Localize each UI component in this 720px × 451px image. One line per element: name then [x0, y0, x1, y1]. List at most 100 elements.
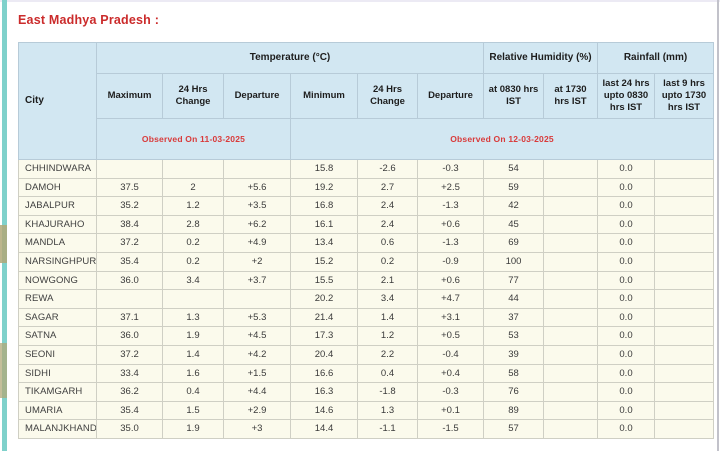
value-cell: 1.5 [162, 400, 224, 421]
value-cell: 0.0 [597, 270, 655, 291]
value-cell: 39 [483, 344, 544, 365]
value-cell: +0.6 [417, 214, 484, 235]
value-cell [543, 177, 598, 198]
value-cell: 37.1 [96, 307, 163, 328]
value-cell: 1.2 [357, 326, 418, 346]
value-cell: +0.1 [417, 400, 484, 421]
value-cell: 0.0 [597, 214, 655, 235]
value-cell: +3.1 [417, 307, 484, 328]
value-cell: +3.7 [223, 270, 291, 291]
city-cell: SIDHI [18, 363, 97, 384]
value-cell [543, 307, 598, 328]
page-right-edge [717, 0, 719, 451]
value-cell: +4.4 [223, 382, 291, 402]
value-cell: +4.7 [417, 289, 484, 309]
observed-on-11-03-note: Observed On 11-03-2025 [96, 118, 291, 160]
table-row: TIKAMGARH 36.2 0.4 +4.4 16.3 -1.8 -0.3 76 0.0 [18, 382, 714, 402]
value-cell: +6.2 [223, 214, 291, 235]
value-cell: +1.5 [223, 363, 291, 384]
value-cell: 53 [483, 326, 544, 346]
value-cell [543, 251, 598, 272]
value-cell: 0.0 [597, 196, 655, 216]
value-cell: 37.5 [96, 177, 163, 198]
value-cell: 35.2 [96, 196, 163, 216]
value-cell: 3.4 [357, 289, 418, 309]
value-cell: 0.4 [162, 382, 224, 402]
value-cell: 2.8 [162, 214, 224, 235]
value-cell: 35.4 [96, 251, 163, 272]
value-cell: 54 [483, 159, 544, 179]
value-cell: -0.3 [417, 159, 484, 179]
city-cell: SATNA [18, 326, 97, 346]
value-cell: 38.4 [96, 214, 163, 235]
value-cell [162, 159, 224, 179]
value-cell: 69 [483, 233, 544, 253]
city-cell: JABALPUR [18, 196, 97, 216]
value-cell [654, 382, 714, 402]
value-cell: 0.0 [597, 419, 655, 439]
city-cell: NOWGONG [18, 270, 97, 291]
value-cell: +3.5 [223, 196, 291, 216]
value-cell [654, 307, 714, 328]
value-cell: 19.2 [290, 177, 358, 198]
value-cell [654, 400, 714, 421]
value-cell [543, 233, 598, 253]
value-cell [654, 419, 714, 439]
value-cell [654, 270, 714, 291]
value-cell [96, 159, 163, 179]
value-cell: 16.1 [290, 214, 358, 235]
value-cell: 2.4 [357, 196, 418, 216]
value-cell: 21.4 [290, 307, 358, 328]
value-cell: 1.4 [162, 344, 224, 365]
value-cell: 35.0 [96, 419, 163, 439]
city-cell: TIKAMGARH [18, 382, 97, 402]
rain-24hr-header: last 24 hrs upto 0830 hrs IST [597, 73, 655, 119]
value-cell [654, 344, 714, 365]
city-cell: UMARIA [18, 400, 97, 421]
city-cell: REWA [18, 289, 97, 309]
rain-9hr-header: last 9 hrs upto 1730 hrs IST [654, 73, 714, 119]
value-cell: +2.9 [223, 400, 291, 421]
min-departure-header: Departure [417, 73, 484, 119]
value-cell: 44 [483, 289, 544, 309]
rh-0830-header: at 0830 hrs IST [483, 73, 544, 119]
value-cell: 42 [483, 196, 544, 216]
value-cell: +0.6 [417, 270, 484, 291]
value-cell: 0.4 [357, 363, 418, 384]
table-header: City Temperature (°C) Relative Humidity … [18, 42, 714, 160]
value-cell: 0.0 [597, 233, 655, 253]
temperature-group-header: Temperature (°C) [96, 42, 484, 74]
value-cell [543, 400, 598, 421]
left-strip-accent [0, 343, 7, 398]
table-row: UMARIA 35.4 1.5 +2.9 14.6 1.3 +0.1 89 0.0 [18, 400, 714, 421]
value-cell: 2 [162, 177, 224, 198]
value-cell: 37.2 [96, 233, 163, 253]
rh-1730-header: at 1730 hrs IST [543, 73, 598, 119]
value-cell [543, 419, 598, 439]
value-cell [543, 214, 598, 235]
value-cell: 0.0 [597, 344, 655, 365]
value-cell: 58 [483, 363, 544, 384]
value-cell: 100 [483, 251, 544, 272]
value-cell [654, 214, 714, 235]
value-cell: -0.9 [417, 251, 484, 272]
value-cell: 15.8 [290, 159, 358, 179]
value-cell [654, 196, 714, 216]
table-row: SAGAR 37.1 1.3 +5.3 21.4 1.4 +3.1 37 0.0 [18, 307, 714, 328]
rainfall-group-header: Rainfall (mm) [597, 42, 714, 74]
value-cell [654, 177, 714, 198]
value-cell: 57 [483, 419, 544, 439]
city-cell: MALANJKHAND [18, 419, 97, 439]
value-cell: 0.2 [162, 233, 224, 253]
table-row: JABALPUR 35.2 1.2 +3.5 16.8 2.4 -1.3 42 0.0 [18, 196, 714, 216]
value-cell: 1.3 [357, 400, 418, 421]
value-cell: 20.2 [290, 289, 358, 309]
value-cell: 37 [483, 307, 544, 328]
value-cell: 0.0 [597, 289, 655, 309]
value-cell: 20.4 [290, 344, 358, 365]
value-cell [543, 270, 598, 291]
value-cell: -1.8 [357, 382, 418, 402]
table-row: KHAJURAHO 38.4 2.8 +6.2 16.1 2.4 +0.6 45 0.0 [18, 214, 714, 235]
value-cell [654, 289, 714, 309]
value-cell: 2.2 [357, 344, 418, 365]
